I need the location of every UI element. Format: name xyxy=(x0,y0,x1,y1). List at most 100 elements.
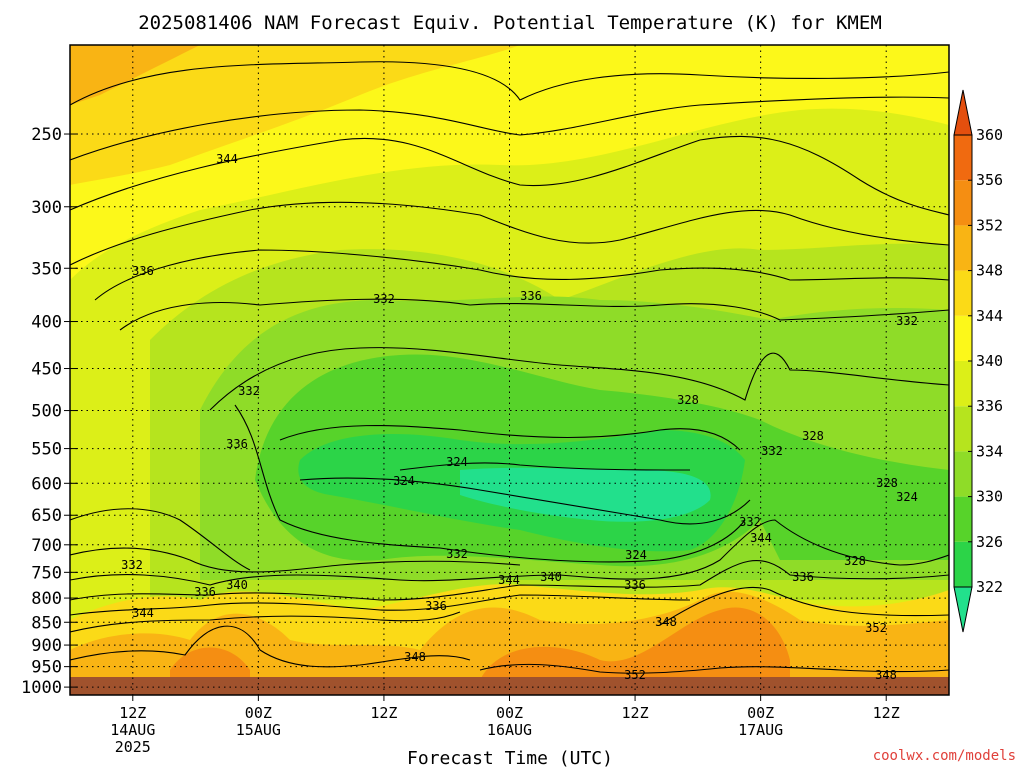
contour-line xyxy=(70,547,521,573)
x-tick-label: 12Z xyxy=(119,704,146,722)
contour-label: 340 xyxy=(226,578,248,592)
contour-label: 348 xyxy=(404,650,426,664)
contour-label: 348 xyxy=(655,615,677,629)
contour-line xyxy=(70,560,949,601)
contour-label: 324 xyxy=(625,548,647,562)
colorbar-label: 352 xyxy=(976,216,1003,234)
colorbar-label: 356 xyxy=(976,171,1003,189)
colorbar-label: 340 xyxy=(976,352,1003,370)
contour-label: 332 xyxy=(373,292,395,306)
x-tick-label: 2025 xyxy=(115,738,151,756)
contour-line xyxy=(70,625,471,668)
contour-line xyxy=(119,298,949,331)
contour-label: 336 xyxy=(792,570,814,584)
grid xyxy=(70,45,949,695)
contour-label: 328 xyxy=(802,429,824,443)
colorbar-segment xyxy=(954,496,972,542)
contour-label: 332 xyxy=(446,547,468,561)
contour-line xyxy=(70,611,461,633)
contour-label: 340 xyxy=(540,570,562,584)
x-tick-label: 00Z xyxy=(747,704,774,722)
y-tick-label: 250 xyxy=(31,125,62,145)
contour-line xyxy=(70,96,949,161)
contour-label: 352 xyxy=(624,668,646,682)
y-tick-label: 600 xyxy=(31,474,62,494)
y-tick-label: 950 xyxy=(31,658,62,678)
x-tick-label: 12Z xyxy=(622,704,649,722)
x-tick-label: 12Z xyxy=(370,704,397,722)
contour-line xyxy=(70,201,949,266)
x-tick-label: 00Z xyxy=(496,704,523,722)
colorbar-segment xyxy=(954,361,972,407)
chart-title: 2025081406 NAM Forecast Equiv. Potential… xyxy=(138,12,882,34)
contour-line xyxy=(234,404,746,563)
contour-label: 324 xyxy=(393,474,415,488)
contour-label: 348 xyxy=(875,668,897,682)
contour-label: 336 xyxy=(425,599,447,613)
contour-line xyxy=(70,61,949,106)
contour-line xyxy=(299,477,751,525)
contour-label: 328 xyxy=(844,554,866,568)
colorbar-segment xyxy=(954,180,972,226)
contour-label: 336 xyxy=(132,264,154,278)
contour-line xyxy=(279,424,741,451)
y-tick-label: 750 xyxy=(31,563,62,583)
colorbar-segment xyxy=(954,406,972,452)
y-tick-label: 300 xyxy=(31,198,62,218)
contour-label: 324 xyxy=(896,490,918,504)
y-tick-label: 350 xyxy=(31,259,62,279)
x-tick-label: 00Z xyxy=(245,704,272,722)
y-tick-label: 800 xyxy=(31,589,62,609)
contour-line xyxy=(70,519,949,586)
x-tick-label: 16AUG xyxy=(487,721,532,739)
colorbar-segment xyxy=(954,225,972,271)
colorbar-label: 348 xyxy=(976,262,1003,280)
colorbar-label: 330 xyxy=(976,488,1003,506)
contour-label: 336 xyxy=(194,585,216,599)
contour-label: 344 xyxy=(498,573,520,587)
contour-label: 332 xyxy=(739,515,761,529)
contour-line xyxy=(94,249,949,301)
y-tick-label: 500 xyxy=(31,402,62,422)
contour-line xyxy=(659,586,949,626)
colorbar-extend-top xyxy=(953,89,973,136)
y-tick-label: 550 xyxy=(31,440,62,460)
contour-label: 352 xyxy=(865,621,887,635)
contour-line xyxy=(70,508,251,571)
colorbar-extend-bottom xyxy=(953,586,973,633)
contour-line xyxy=(399,462,691,471)
contour-label: 344 xyxy=(750,531,772,545)
x-tick-label: 12Z xyxy=(873,704,900,722)
contour-label: 336 xyxy=(520,289,542,303)
contour-label: 324 xyxy=(446,455,468,469)
contour-label: 332 xyxy=(121,558,143,572)
contour-label: 332 xyxy=(896,314,918,328)
y-tick-label: 900 xyxy=(31,636,62,656)
contour-label: 328 xyxy=(876,476,898,490)
colorbar-segment xyxy=(954,315,972,361)
x-axis-label: Forecast Time (UTC) xyxy=(407,748,613,768)
band-344-348-upper xyxy=(70,45,520,185)
colorbar-label: 344 xyxy=(976,307,1003,325)
colorbar-label: 326 xyxy=(976,533,1003,551)
y-tick-label: 450 xyxy=(31,360,62,380)
y-axis: 250 300 350 400 450 500 550 600 650 700 750 800 850 9… xyxy=(21,125,78,698)
ground-mask xyxy=(70,677,949,695)
contour-line xyxy=(479,663,949,674)
x-tick-label: 15AUG xyxy=(236,721,281,739)
colorbar-label: 334 xyxy=(976,442,1003,460)
contour-line xyxy=(209,347,949,411)
contour-label: 336 xyxy=(226,437,248,451)
contour-line xyxy=(70,135,949,216)
y-tick-label: 1000 xyxy=(21,678,62,698)
colorbar-segment xyxy=(954,270,972,316)
colorbar-label: 336 xyxy=(976,397,1003,415)
colorbar-label: 322 xyxy=(976,578,1003,596)
x-tick-label: 17AUG xyxy=(738,721,783,739)
colorbar-label: 360 xyxy=(976,126,1003,144)
contour-label: 344 xyxy=(132,606,154,620)
contour-label: 336 xyxy=(624,578,646,592)
credit-text: coolwx.com/models xyxy=(873,748,1016,764)
colorbar-segment xyxy=(954,451,972,497)
